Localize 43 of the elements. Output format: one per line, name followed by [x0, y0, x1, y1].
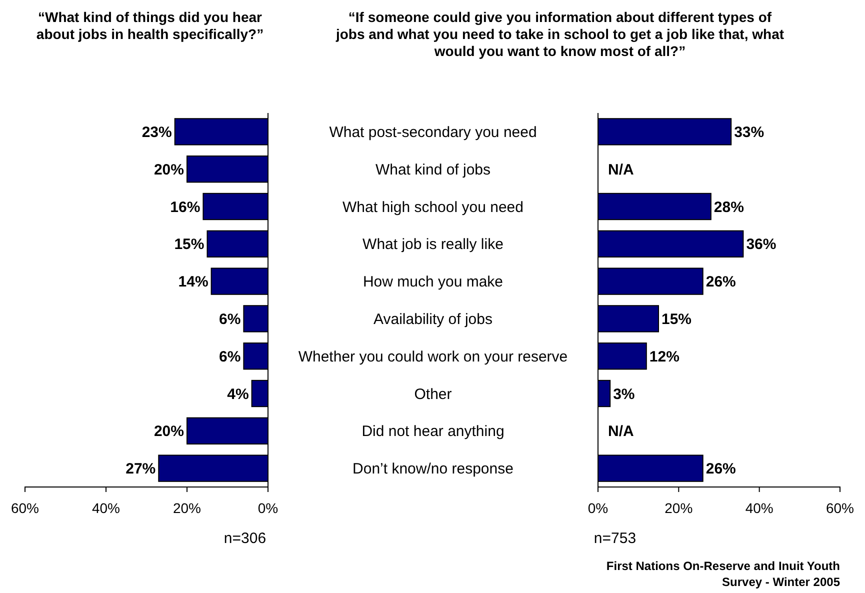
text: First Nations On-Reserve and Inuit Youth Survey - Winter 2005	[606, 559, 840, 589]
data-label: 12%	[649, 348, 680, 366]
x-tick-label: 0%	[258, 500, 278, 516]
data-label: 6%	[219, 348, 241, 366]
y-tick-label: What job is really like	[362, 236, 504, 254]
y-tick-label: Other	[414, 386, 452, 403]
y-tick-label: What post-secondary you need	[329, 124, 537, 141]
y-tick-label: Don’t know/no response	[352, 460, 514, 478]
data-label: 6%	[219, 310, 241, 328]
chart-title: “What kind of things did you hear about jobs in health specifically?”	[36, 9, 264, 42]
data-label: 28%	[714, 198, 744, 216]
x-tick-label: 60%	[826, 500, 854, 516]
data-label: 36%	[746, 236, 776, 254]
y-tick-label: How much you make	[362, 274, 504, 291]
y-tick-label: What kind of jobs	[375, 161, 491, 178]
data-label: 15%	[662, 310, 692, 328]
data-label: 26%	[706, 460, 736, 478]
x-tick-label: 20%	[664, 500, 693, 516]
x-tick-label: 60%	[10, 500, 40, 516]
data-label: 33%	[734, 124, 764, 141]
x-tick-label: 40%	[745, 500, 774, 516]
x-tick-label: 40%	[92, 500, 120, 516]
y-tick-label: Did not hear anything	[362, 423, 504, 440]
data-label: 23%	[142, 124, 172, 141]
x-tick-label: 20%	[172, 500, 202, 516]
text: N/A	[608, 423, 634, 440]
chart-title: “If someone could give you information about different types of jobs and what you need to take in school to get a job like that, what would you want to know most of all?”	[334, 9, 784, 59]
data-label: 16%	[170, 198, 200, 216]
data-label: 4%	[227, 386, 249, 403]
data-label: 27%	[126, 460, 156, 478]
data-label: 15%	[174, 236, 204, 254]
y-tick-label: Availability of jobs	[374, 310, 492, 328]
data-label: 20%	[154, 161, 184, 178]
data-label: 20%	[154, 423, 184, 440]
y-tick-label: What high school you need	[342, 198, 524, 216]
text: N/A	[608, 161, 634, 178]
data-label: 3%	[613, 386, 635, 403]
x-tick-label: 0%	[588, 500, 608, 516]
y-tick-label: Whether you could work on your reserve	[298, 348, 568, 366]
data-label: 26%	[706, 274, 736, 291]
data-label: 14%	[178, 274, 208, 291]
text: n=753	[594, 530, 636, 547]
text: n=306	[224, 530, 266, 547]
